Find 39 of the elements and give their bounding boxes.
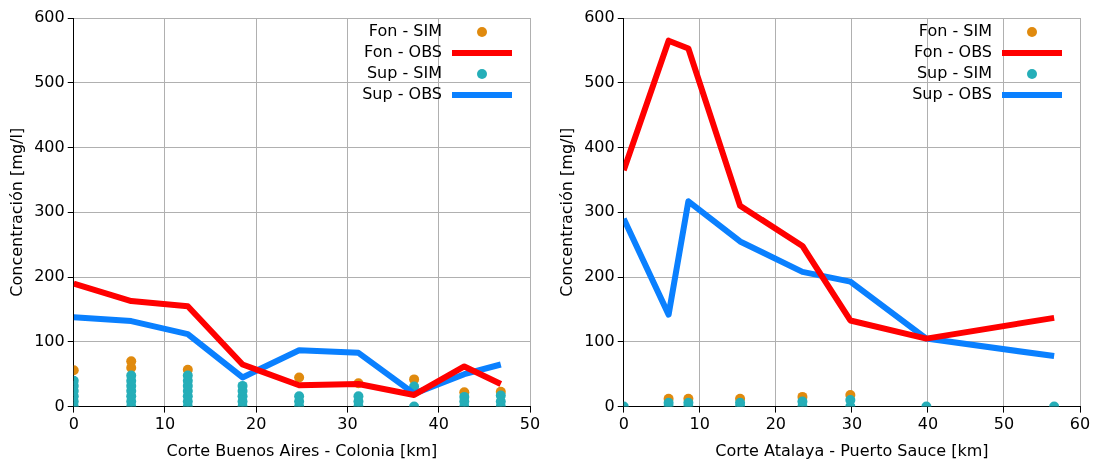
y-axis-title: Concentración [mg/l]	[6, 127, 26, 297]
legend-label: Fon - OBS	[364, 42, 442, 62]
y-tick-label: 100	[34, 330, 65, 350]
x-tick-label: 60	[1069, 414, 1091, 434]
y-tick-label: 300	[34, 201, 65, 221]
x-tick-label: 30	[841, 414, 863, 434]
x-tick-label: 20	[246, 414, 267, 434]
y-tick-label: 0	[604, 395, 615, 415]
legend-label: Fon - SIM	[918, 21, 992, 41]
y-tick-label: 200	[34, 266, 65, 286]
x-tick-label: 20	[765, 414, 787, 434]
x-tick-label: 50	[519, 414, 541, 434]
y-tick-label: 600	[34, 7, 65, 27]
legend-label: Fon - OBS	[914, 42, 992, 62]
x-tick-label: 30	[337, 414, 358, 434]
x-tick-label: 10	[689, 414, 710, 434]
y-tick-label: 400	[584, 136, 615, 156]
legend-label: Fon - SIM	[368, 21, 442, 41]
y-tick-label: 200	[584, 266, 615, 286]
y-tick-label: 0	[54, 395, 65, 415]
x-tick-label: 10	[154, 414, 176, 434]
legend-label: Sup - SIM	[916, 63, 992, 83]
legend-label: Sup - SIM	[366, 63, 442, 83]
y-axis-title: Concentración [mg/l]	[556, 127, 576, 297]
x-tick-label: 50	[993, 414, 1015, 434]
y-tick-label: 600	[584, 7, 615, 27]
x-tick-label: 0	[618, 414, 629, 434]
x-axis-title: Corte Atalaya - Puerto Sauce [km]	[715, 440, 989, 460]
y-tick-label: 500	[584, 71, 615, 91]
y-tick-label: 100	[584, 330, 615, 350]
legend-label: Sup - OBS	[912, 84, 992, 104]
y-tick-label: 300	[584, 201, 615, 221]
x-tick-label: 0	[68, 414, 79, 434]
y-tick-label: 500	[34, 71, 65, 91]
legend-label: Sup - OBS	[362, 84, 442, 104]
x-tick-label: 40	[917, 414, 939, 434]
x-tick-label: 40	[428, 414, 449, 434]
y-tick-label: 400	[34, 136, 65, 156]
x-axis-title: Corte Buenos Aires - Colonia [km]	[166, 440, 438, 460]
